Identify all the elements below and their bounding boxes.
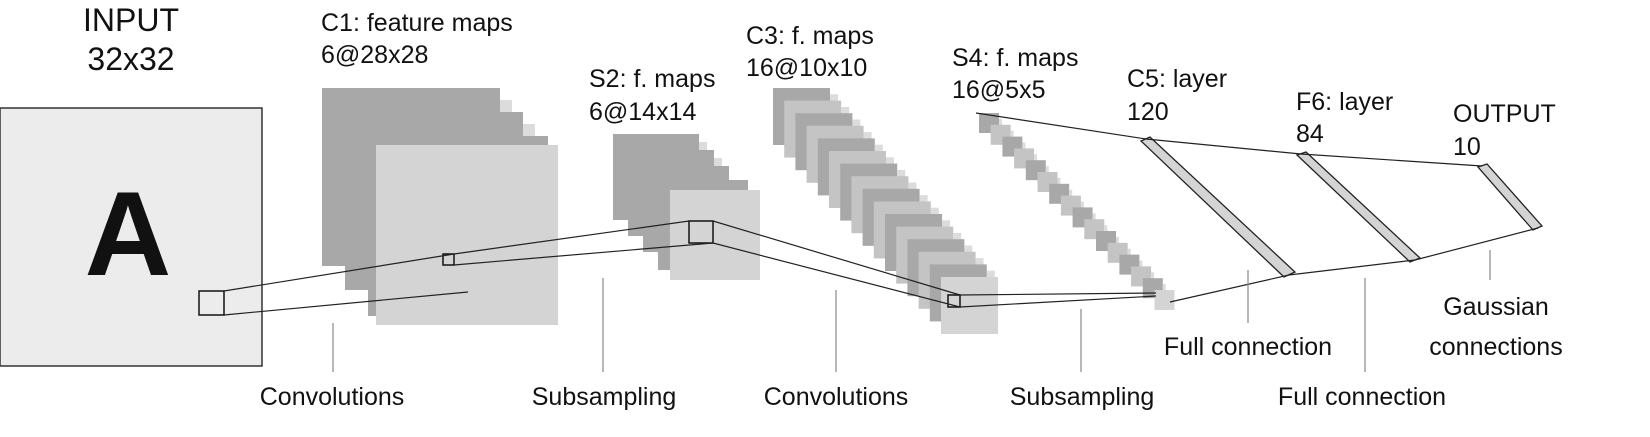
op-gaussian-2: connections [1429,333,1562,361]
conn-c5-f6-bottom [1288,259,1416,276]
conn-s4-c5-top [975,112,1147,140]
c3-layer [773,88,998,334]
c1-size: 6@28x28 [321,41,428,69]
c5-size: 120 [1127,98,1169,126]
c5-bar [1139,136,1297,278]
op-full1: Full connection [1164,333,1332,361]
op-gaussian-1: Gaussian [1443,293,1549,321]
s2-size: 6@14x14 [589,98,696,126]
input-glyph: A [85,167,172,301]
conn-s2-c3-top [712,220,961,296]
s2-map [670,190,760,280]
output-bar [1476,163,1544,231]
conn-c5-f6-top [1145,138,1302,155]
c3-size: 16@10x10 [746,54,867,82]
c5-layer: C5: layer 120 [1127,65,1297,278]
op-conv1: Convolutions [260,383,405,411]
s2-title: S2: f. maps [589,65,715,93]
c1-title: C1: feature maps [321,9,513,37]
op-sub1: Subsampling [532,383,677,411]
conn-c3-s4-bottom [959,295,1157,308]
c3-labels: C3: f. maps 16@10x10 [746,22,961,308]
input-plane [0,107,263,367]
s2-receptive-window [688,220,714,244]
conn-c1-s2-top [453,220,690,255]
s4-size: 16@5x5 [952,76,1046,104]
s4-title: S4: f. maps [952,44,1078,72]
output-layer: OUTPUT 10 [1453,100,1556,231]
f6-size: 84 [1296,120,1324,148]
conn-c1-s2-bottom [453,242,714,266]
output-size: 10 [1453,133,1481,161]
operation-ticks [332,250,1491,372]
f6-layer: F6: layer 84 [1295,88,1422,263]
conn-f6-out-bottom [1414,227,1539,261]
c1-receptive-window [442,253,455,266]
f6-bar [1295,151,1422,263]
output-title: OUTPUT [1453,100,1556,128]
conn-s4-c5-bottom [1169,274,1290,303]
conn-s2-c3-bottom [712,242,961,308]
op-conv2: Convolutions [764,383,909,411]
operation-labels: Convolutions Subsampling Convolutions Su… [260,293,1563,411]
input-title: INPUT [83,2,179,38]
op-full2: Full connection [1278,383,1446,411]
conn-f6-out-top [1300,153,1483,167]
s2-layer: S2: f. maps 6@14x14 [589,65,760,280]
c1-layer: C1: feature maps 6@28x28 [321,9,558,325]
s4-map [1154,290,1175,310]
c5-title: C5: layer [1127,65,1227,93]
s4-layer [979,113,1175,310]
s4-labels: S4: f. maps 16@5x5 [952,44,1078,104]
input-layer: A INPUT 32x32 [0,2,263,367]
conn-c3-s4-top [959,292,1157,296]
c3-title: C3: f. maps [746,22,874,50]
conn-input-c1-bottom [223,291,469,316]
conn-input-c1-top [223,253,455,292]
f6-title: F6: layer [1296,88,1393,116]
op-sub2: Subsampling [1010,383,1155,411]
input-size: 32x32 [87,41,174,77]
c3-receptive-window [947,294,961,308]
connections [223,112,1539,316]
input-receptive-window [198,290,225,316]
c1-map [376,145,558,325]
